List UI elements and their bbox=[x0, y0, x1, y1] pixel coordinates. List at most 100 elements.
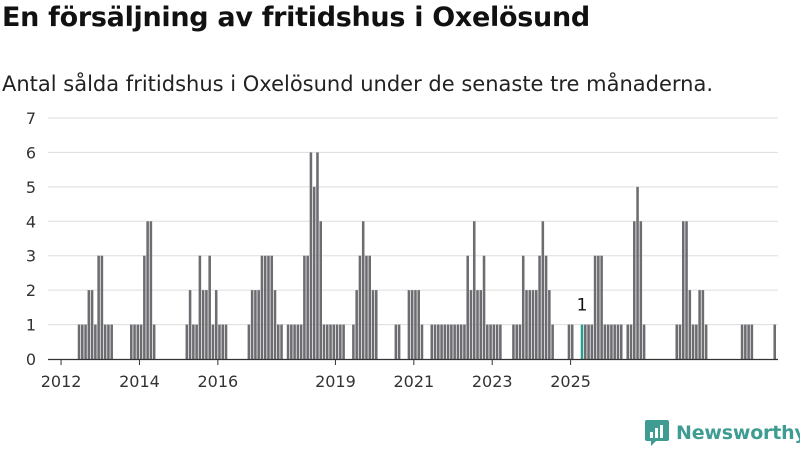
bar bbox=[280, 324, 283, 359]
bar bbox=[205, 290, 208, 359]
bar bbox=[567, 324, 571, 359]
bar bbox=[299, 324, 303, 359]
bar bbox=[479, 290, 483, 359]
highlight-value-label: 1 bbox=[577, 296, 588, 316]
bar bbox=[528, 290, 532, 359]
bar bbox=[636, 186, 639, 359]
bar bbox=[704, 324, 708, 359]
bar-chart: 0 1 2 3 4 5 6 7 2012 2014 2016 2019 2021 2023 2025 1 bbox=[26, 109, 778, 391]
y-tick-label: 5 bbox=[26, 178, 36, 197]
bar bbox=[290, 324, 293, 359]
bar bbox=[361, 221, 365, 359]
bar bbox=[600, 255, 603, 359]
bar bbox=[476, 290, 479, 359]
bar bbox=[535, 290, 538, 359]
bar bbox=[773, 324, 777, 359]
bar bbox=[629, 324, 633, 359]
bar bbox=[97, 255, 100, 359]
bar bbox=[499, 324, 502, 359]
bar bbox=[597, 255, 600, 359]
bar bbox=[463, 324, 466, 359]
y-tick-label: 0 bbox=[26, 350, 36, 369]
bar bbox=[688, 290, 692, 359]
bar bbox=[267, 255, 270, 359]
bar bbox=[538, 255, 541, 359]
bar bbox=[149, 221, 153, 359]
bar bbox=[263, 255, 267, 359]
bar bbox=[606, 324, 610, 359]
bar bbox=[198, 255, 202, 359]
y-tick-label: 1 bbox=[26, 316, 36, 335]
bar bbox=[312, 186, 316, 359]
bar bbox=[90, 290, 94, 359]
newsworthy-logo: Newsworthy bbox=[644, 418, 800, 448]
bar bbox=[593, 255, 597, 359]
bar bbox=[335, 324, 339, 359]
bar bbox=[107, 324, 110, 359]
bar bbox=[518, 324, 522, 359]
bar bbox=[515, 324, 518, 359]
bar bbox=[603, 324, 607, 359]
bar bbox=[394, 324, 398, 359]
x-tick-label: 2025 bbox=[550, 372, 591, 391]
bar bbox=[570, 324, 574, 359]
bar bbox=[103, 324, 107, 359]
bar bbox=[84, 324, 87, 359]
bar bbox=[250, 290, 254, 359]
bar bbox=[221, 324, 225, 359]
bar bbox=[293, 324, 296, 359]
bar bbox=[81, 324, 84, 359]
bar bbox=[214, 290, 218, 359]
bar bbox=[544, 255, 548, 359]
bar bbox=[139, 324, 143, 359]
bar bbox=[512, 324, 515, 359]
bar bbox=[619, 324, 623, 359]
bar bbox=[325, 324, 329, 359]
bar bbox=[319, 221, 323, 359]
bar bbox=[521, 255, 525, 359]
x-tick-label: 2023 bbox=[472, 372, 513, 391]
bar bbox=[691, 324, 695, 359]
bar bbox=[610, 324, 613, 359]
bar bbox=[77, 324, 81, 359]
bar bbox=[616, 324, 620, 359]
bar bbox=[459, 324, 463, 359]
bar bbox=[407, 290, 411, 359]
bar bbox=[472, 221, 476, 359]
bar bbox=[626, 324, 630, 359]
bar bbox=[450, 324, 453, 359]
bar bbox=[492, 324, 496, 359]
bar bbox=[224, 324, 228, 359]
x-tick-label: 2019 bbox=[315, 372, 356, 391]
bar bbox=[744, 324, 747, 359]
bar bbox=[633, 221, 636, 359]
bar bbox=[531, 290, 535, 359]
bar bbox=[495, 324, 499, 359]
y-tick-label: 2 bbox=[26, 281, 36, 300]
bar bbox=[397, 324, 401, 359]
bar bbox=[368, 255, 371, 359]
newsworthy-logo-text: Newsworthy bbox=[676, 422, 800, 444]
bar bbox=[740, 324, 744, 359]
bar bbox=[254, 290, 257, 359]
bar bbox=[525, 290, 528, 359]
bar bbox=[420, 324, 424, 359]
bar bbox=[332, 324, 336, 359]
chart-title: En försäljning av fritidshus i Oxelösund bbox=[2, 2, 590, 33]
newsworthy-logo-icon bbox=[645, 420, 669, 446]
bar bbox=[286, 324, 290, 359]
bar bbox=[453, 324, 456, 359]
bar bbox=[433, 324, 437, 359]
bar bbox=[456, 324, 460, 359]
bar bbox=[303, 255, 306, 359]
bar bbox=[342, 324, 345, 359]
bar bbox=[685, 221, 688, 359]
bar bbox=[374, 290, 378, 359]
bar bbox=[587, 324, 590, 359]
bar bbox=[469, 290, 473, 359]
bar bbox=[247, 324, 251, 359]
bar bbox=[675, 324, 679, 359]
bar bbox=[695, 324, 698, 359]
bar bbox=[201, 290, 205, 359]
bar bbox=[551, 324, 554, 359]
